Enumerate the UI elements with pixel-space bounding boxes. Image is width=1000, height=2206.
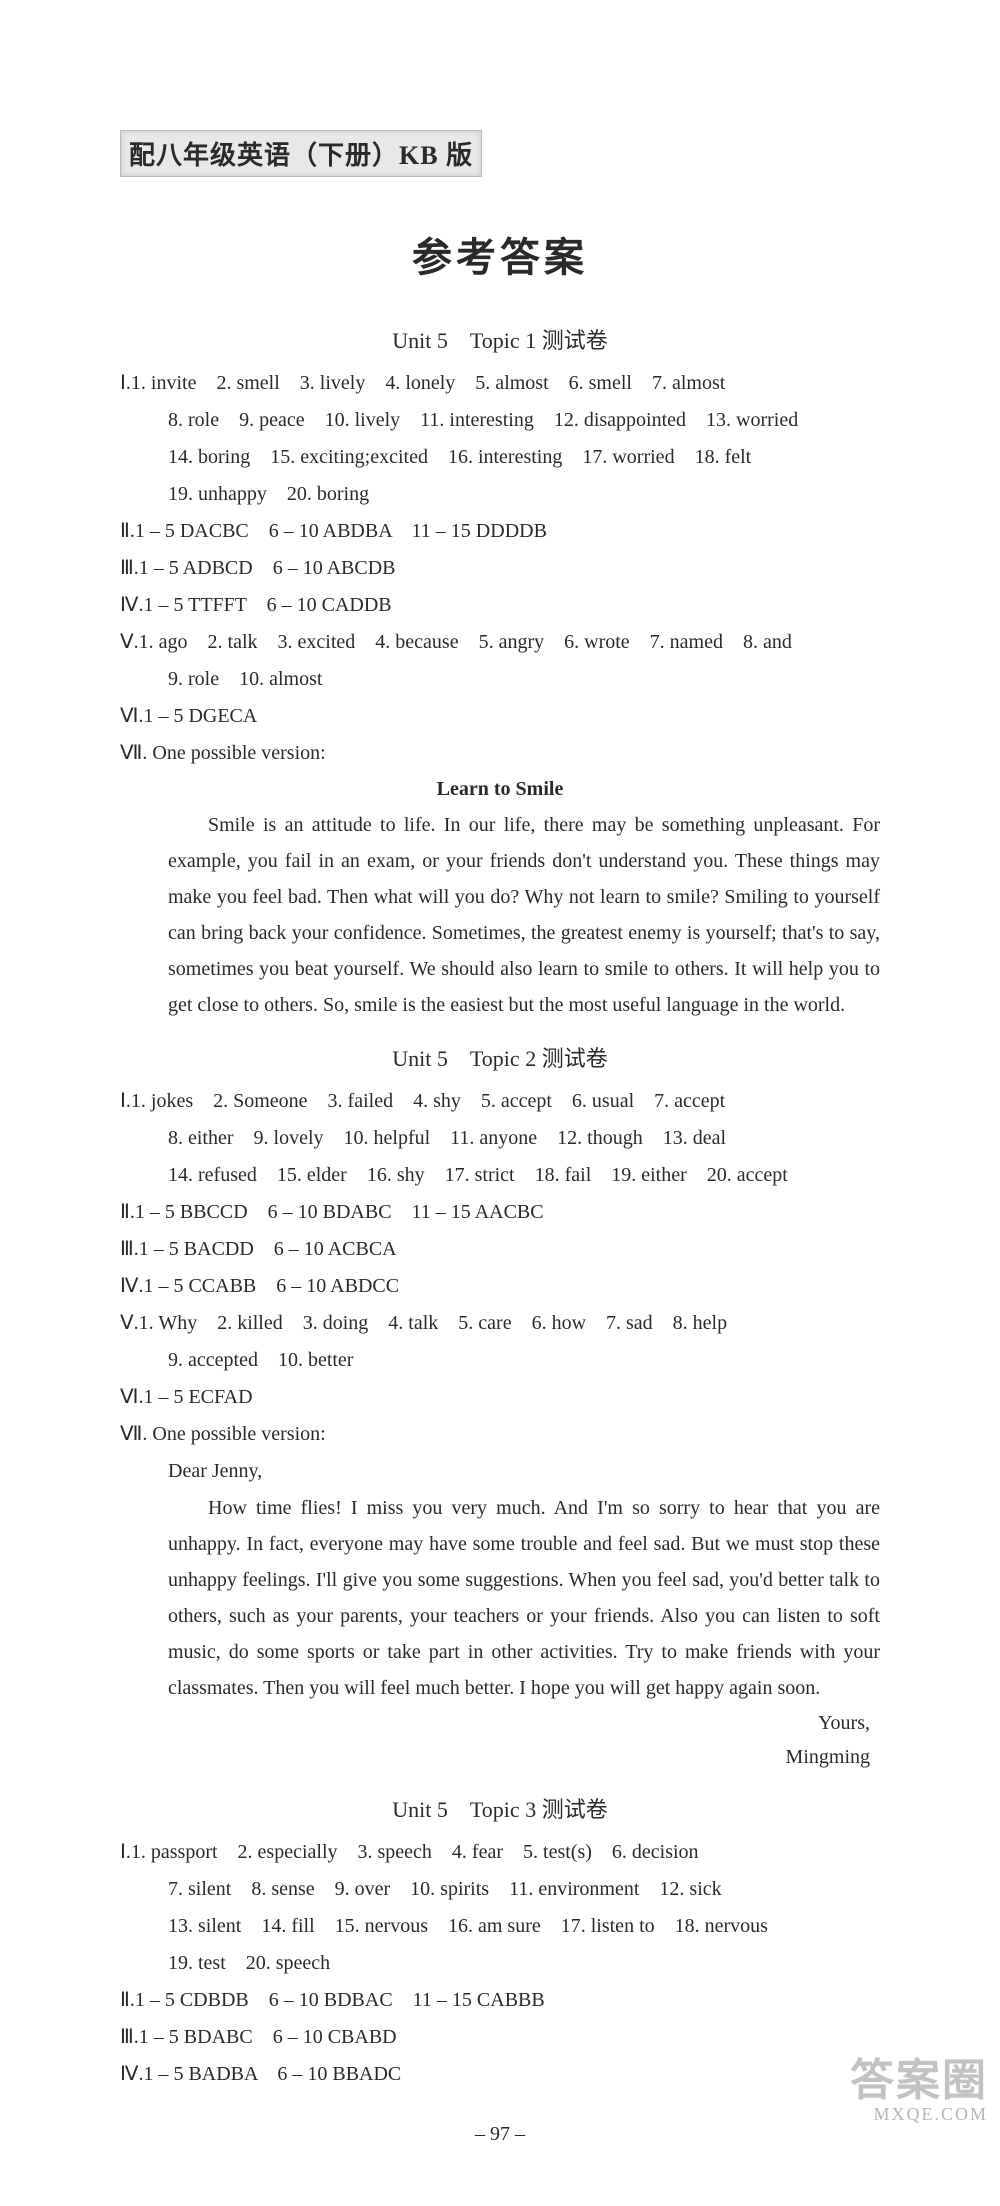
u5t1-I-3: 14. boring 15. exciting;excited 16. inte… [120, 439, 880, 476]
u5t2-I-1: Ⅰ.1. jokes 2. Someone 3. failed 4. shy 5… [120, 1083, 880, 1120]
u5t3-IV: Ⅳ.1 – 5 BADBA 6 – 10 BBADC [120, 2056, 880, 2093]
u5t1-essay-title: Learn to Smile [120, 778, 880, 801]
u5t2-letter-body: How time flies! I miss you very much. An… [120, 1490, 880, 1706]
u5t1-III: Ⅲ.1 – 5 ADBCD 6 – 10 ABCDB [120, 550, 880, 587]
u5t3-III: Ⅲ.1 – 5 BDABC 6 – 10 CBABD [120, 2019, 880, 2056]
page-container: 配八年级英语（下册）KB 版 参考答案 Unit 5 Topic 1 测试卷 Ⅰ… [0, 0, 1000, 2206]
main-title: 参考答案 [120, 225, 880, 283]
u5t2-letter-close2: Mingming [120, 1740, 880, 1774]
u5t3-I-1: Ⅰ.1. passport 2. especially 3. speech 4.… [120, 1834, 880, 1871]
u5t2-VI: Ⅵ.1 – 5 ECFAD [120, 1379, 880, 1416]
u5t3-I-4: 19. test 20. speech [120, 1945, 880, 1982]
u5t2-letter-open: Dear Jenny, [120, 1453, 880, 1490]
unit5-topic3-title: Unit 5 Topic 3 测试卷 [120, 1792, 880, 1824]
u5t1-V-2: 9. role 10. almost [120, 661, 880, 698]
u5t2-I-2: 8. either 9. lovely 10. helpful 11. anyo… [120, 1120, 880, 1157]
u5t1-I-2: 8. role 9. peace 10. lively 11. interest… [120, 402, 880, 439]
u5t1-essay-body: Smile is an attitude to life. In our lif… [120, 807, 880, 1023]
u5t2-V-1: Ⅴ.1. Why 2. killed 3. doing 4. talk 5. c… [120, 1305, 880, 1342]
unit5-topic1-title: Unit 5 Topic 1 测试卷 [120, 323, 880, 355]
header-band: 配八年级英语（下册）KB 版 [120, 130, 482, 177]
u5t1-VI: Ⅵ.1 – 5 DGECA [120, 698, 880, 735]
u5t3-II: Ⅱ.1 – 5 CDBDB 6 – 10 BDBAC 11 – 15 CABBB [120, 1982, 880, 2019]
u5t1-essay-para: Smile is an attitude to life. In our lif… [168, 807, 880, 1023]
u5t3-I-2: 7. silent 8. sense 9. over 10. spirits 1… [120, 1871, 880, 1908]
u5t1-II: Ⅱ.1 – 5 DACBC 6 – 10 ABDBA 11 – 15 DDDDB [120, 513, 880, 550]
watermark-chars: 答案圈 [850, 2044, 988, 2108]
u5t1-V-1: Ⅴ.1. ago 2. talk 3. excited 4. because 5… [120, 624, 880, 661]
u5t2-IV: Ⅳ.1 – 5 CCABB 6 – 10 ABDCC [120, 1268, 880, 1305]
u5t2-II: Ⅱ.1 – 5 BBCCD 6 – 10 BDABC 11 – 15 AACBC [120, 1194, 880, 1231]
u5t2-VII-label: Ⅶ. One possible version: [120, 1416, 880, 1453]
u5t1-VII-label: Ⅶ. One possible version: [120, 735, 880, 772]
u5t2-letter-close1: Yours, [120, 1706, 880, 1740]
u5t1-I-1: Ⅰ.1. invite 2. smell 3. lively 4. lonely… [120, 365, 880, 402]
u5t2-V-2: 9. accepted 10. better [120, 1342, 880, 1379]
watermark: 答案圈 MXQE.COM [850, 2044, 988, 2125]
u5t2-III: Ⅲ.1 – 5 BACDD 6 – 10 ACBCA [120, 1231, 880, 1268]
u5t2-letter-para: How time flies! I miss you very much. An… [168, 1490, 880, 1706]
unit5-topic2-title: Unit 5 Topic 2 测试卷 [120, 1041, 880, 1073]
u5t1-I-4: 19. unhappy 20. boring [120, 476, 880, 513]
u5t1-IV: Ⅳ.1 – 5 TTFFT 6 – 10 CADDB [120, 587, 880, 624]
u5t2-I-3: 14. refused 15. elder 16. shy 17. strict… [120, 1157, 880, 1194]
page-number: – 97 – [120, 2123, 880, 2146]
u5t3-I-3: 13. silent 14. fill 15. nervous 16. am s… [120, 1908, 880, 1945]
